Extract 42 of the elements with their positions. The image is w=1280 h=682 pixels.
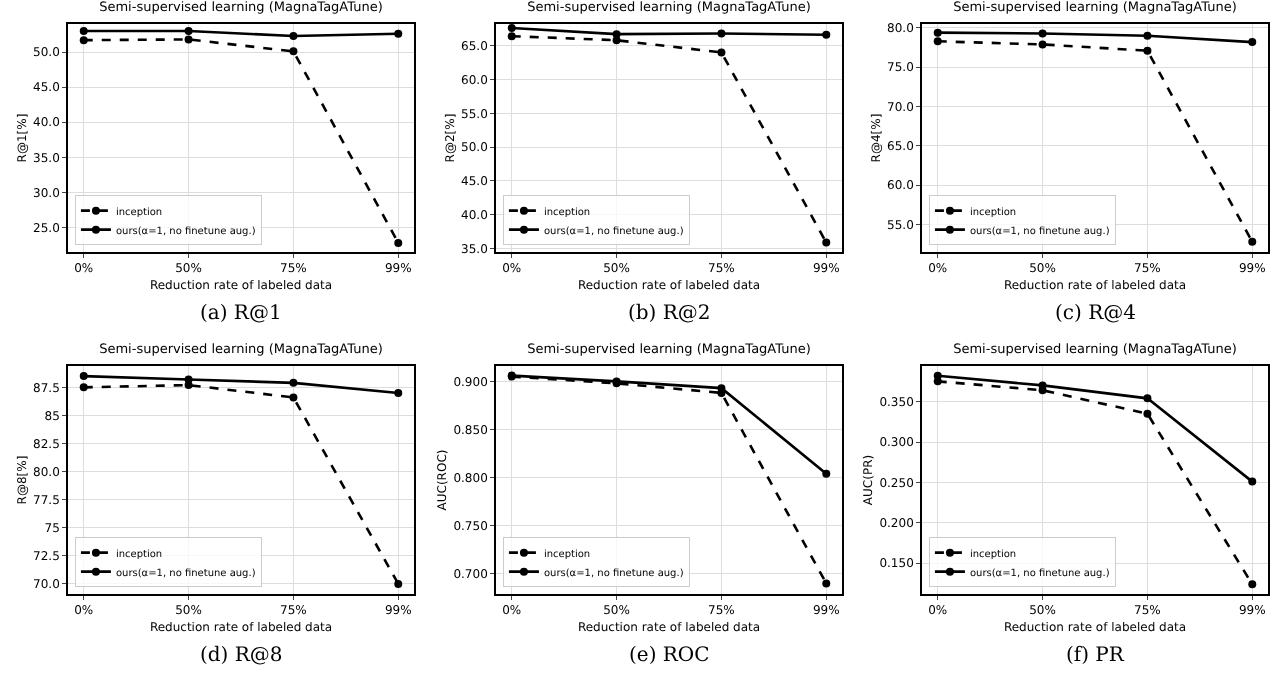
point — [821, 468, 830, 477]
point — [1143, 393, 1152, 402]
point — [1248, 237, 1257, 246]
point — [1038, 29, 1047, 38]
point — [933, 370, 942, 379]
text: (f) PR — [1065, 644, 1125, 666]
text: (b) R@2 — [627, 303, 710, 325]
point — [289, 31, 298, 40]
point — [394, 238, 403, 247]
point — [184, 374, 193, 383]
point — [1248, 38, 1257, 47]
text: (a) R@1 — [199, 303, 282, 325]
point — [1143, 31, 1152, 40]
point — [821, 578, 830, 587]
point — [506, 32, 515, 41]
text: (c) R@4 — [1054, 303, 1136, 325]
text: (d) R@8 — [200, 644, 283, 666]
point — [394, 29, 403, 38]
point — [506, 24, 515, 33]
point — [184, 27, 193, 36]
point — [716, 29, 725, 38]
point — [716, 48, 725, 57]
point — [1143, 46, 1152, 55]
point — [611, 30, 620, 39]
point — [1038, 380, 1047, 389]
point — [1143, 408, 1152, 417]
point — [79, 371, 88, 380]
point — [933, 28, 942, 37]
point — [79, 27, 88, 36]
point — [289, 47, 298, 56]
point — [1248, 579, 1257, 588]
point — [289, 377, 298, 386]
point — [1248, 476, 1257, 485]
point — [821, 30, 830, 39]
point — [821, 238, 830, 247]
point — [79, 382, 88, 391]
text: (e) ROC — [628, 644, 710, 666]
point — [184, 35, 193, 44]
point — [79, 36, 88, 45]
point — [933, 37, 942, 46]
point — [1038, 40, 1047, 49]
point — [289, 392, 298, 401]
